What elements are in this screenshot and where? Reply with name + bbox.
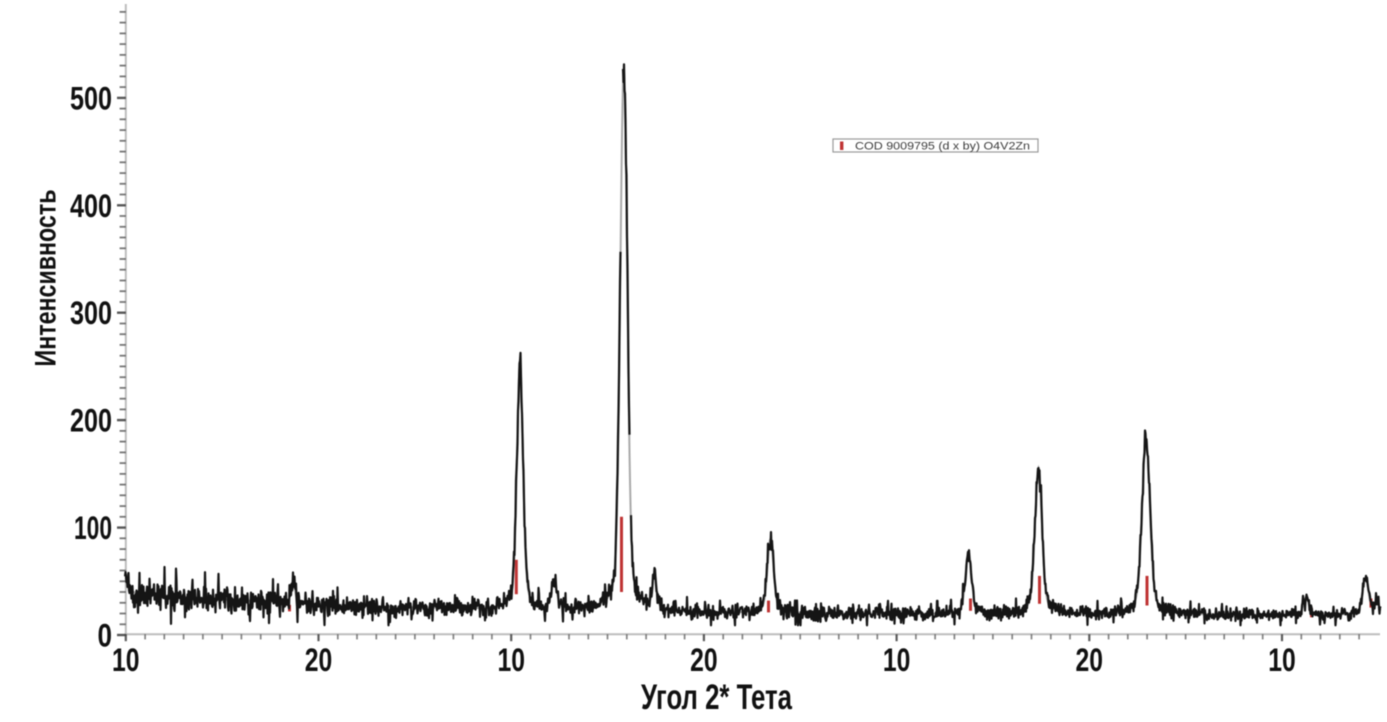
svg-text:10: 10 <box>883 642 911 678</box>
svg-text:10: 10 <box>497 642 525 678</box>
svg-text:10: 10 <box>1268 642 1296 678</box>
svg-text:500: 500 <box>70 80 112 116</box>
svg-text:0: 0 <box>98 618 113 654</box>
svg-text:300: 300 <box>70 295 112 331</box>
svg-text:Угол 2* Тета: Угол 2* Тета <box>641 678 792 717</box>
svg-text:10: 10 <box>112 642 140 678</box>
svg-text:COD 9009795 (d x by) O4V2Zn: COD 9009795 (d x by) O4V2Zn <box>855 141 1030 153</box>
svg-text:100: 100 <box>74 510 112 546</box>
svg-text:200: 200 <box>70 403 112 439</box>
svg-text:20: 20 <box>1076 642 1104 678</box>
svg-text:20: 20 <box>305 642 333 678</box>
svg-text:400: 400 <box>70 188 112 224</box>
svg-text:20: 20 <box>690 642 718 678</box>
svg-text:Интенсивность: Интенсивность <box>30 190 63 367</box>
